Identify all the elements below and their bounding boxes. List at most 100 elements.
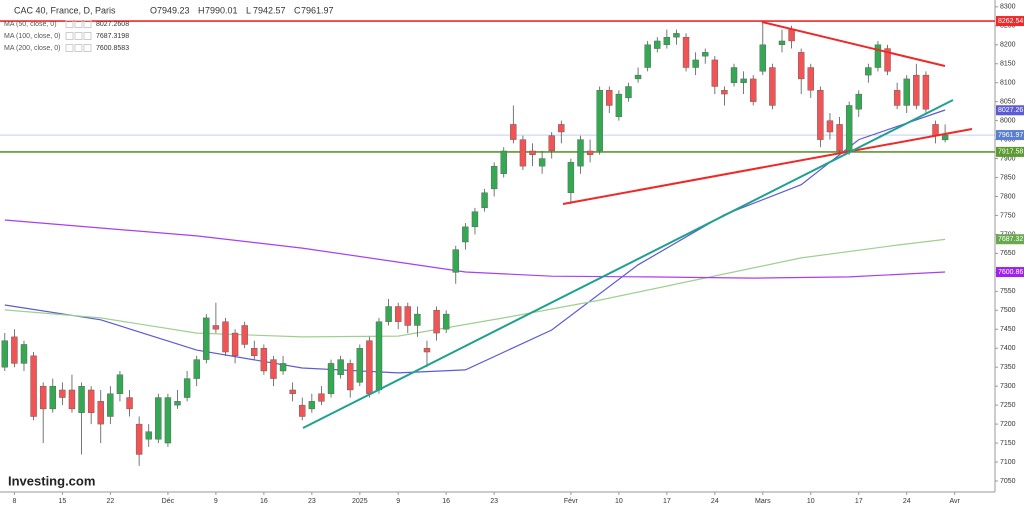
y-tick-label: 7500	[1000, 307, 1016, 314]
legend-icon	[65, 20, 74, 28]
candle-body	[260, 348, 268, 372]
x-tick-label: 10	[615, 498, 623, 505]
legend-icon	[74, 32, 83, 40]
y-tick-label: 8150	[1000, 61, 1016, 68]
candle-body	[39, 385, 47, 410]
candle-body	[375, 321, 383, 391]
candle-body	[59, 389, 66, 398]
legend-value: 8027.2608	[96, 21, 129, 28]
candle-body	[586, 150, 594, 155]
trendline	[562, 128, 973, 205]
candle-body	[347, 363, 354, 391]
candle-body	[941, 134, 949, 141]
trendlines	[302, 21, 973, 429]
y-tick-label: 7250	[1000, 402, 1016, 409]
x-tick-label: 22	[106, 498, 114, 505]
x-tick-label: 24	[903, 498, 911, 505]
candle-body	[490, 165, 498, 190]
candle-body	[884, 48, 891, 72]
candle-body	[817, 90, 824, 140]
candle-body	[529, 150, 536, 155]
y-tick-label: 7800	[1000, 193, 1016, 200]
legend-icon	[74, 20, 83, 28]
trendline	[761, 21, 946, 67]
candle-body	[519, 139, 527, 167]
x-tick-label: 15	[58, 498, 66, 505]
plot	[0, 20, 995, 466]
price-label-box	[996, 267, 1024, 278]
y-tick-label: 8300	[1000, 4, 1016, 11]
candle-body	[337, 359, 344, 375]
candle-body	[721, 90, 728, 95]
candle-body	[87, 389, 95, 413]
y-tick-label: 7050	[1000, 478, 1016, 485]
candle-body	[135, 423, 143, 455]
price-label-box	[996, 105, 1024, 116]
y-tick-label: 8250	[1000, 23, 1016, 30]
candle-body	[212, 325, 220, 330]
candle-body	[270, 359, 277, 379]
y-tick-label: 7850	[1000, 174, 1016, 181]
candle-body	[538, 158, 546, 167]
candle-body	[289, 389, 296, 394]
candle-body	[1, 340, 8, 368]
candle-body	[20, 344, 28, 364]
candle-body	[807, 67, 814, 91]
candle-body	[49, 385, 56, 410]
ohlc-key: L	[246, 5, 251, 15]
candle-body	[759, 44, 767, 72]
legend-icon	[83, 20, 92, 28]
x-tick-label: Févr	[564, 498, 579, 505]
candle-body	[874, 44, 882, 68]
candle-body	[241, 325, 248, 345]
x-tick-label: Mars	[755, 498, 771, 505]
y-tick-label: 7750	[1000, 212, 1016, 219]
candle-body	[174, 401, 181, 406]
candle-body	[702, 52, 709, 57]
y-tick-label: 8200	[1000, 42, 1016, 49]
x-tick-label: 10	[807, 498, 815, 505]
candle-body	[471, 211, 479, 228]
price-label-box	[996, 234, 1024, 245]
candle-body	[68, 389, 76, 410]
candle-body	[231, 332, 239, 357]
candle-body	[577, 139, 584, 167]
candle-body	[644, 44, 651, 68]
candle-body	[318, 393, 325, 402]
candle-body	[692, 59, 699, 68]
x-tick-label: 8	[12, 498, 16, 505]
legend-label: MA (100, close, 0)	[4, 33, 60, 40]
x-tick-label: 23	[490, 498, 498, 505]
ohlc-value: 7942.57	[253, 5, 286, 15]
candle-body	[442, 313, 450, 330]
chart-title: CAC 40, France, D, Paris	[14, 5, 116, 15]
candle-body	[107, 393, 114, 417]
candle-body	[116, 374, 124, 394]
x-tick-label: 16	[260, 498, 268, 505]
candle-body	[865, 67, 872, 76]
x-tick-label: 16	[442, 498, 450, 505]
ohlc-value: 7961.97	[301, 5, 334, 15]
ohlc-value: 7949.23	[157, 5, 190, 15]
price-label: 7917.58	[998, 149, 1023, 156]
legend-icon	[83, 32, 92, 40]
candle-body	[251, 348, 258, 357]
candle-body	[797, 52, 805, 80]
y-tick-label: 8100	[1000, 80, 1016, 87]
candle-body	[385, 306, 392, 322]
legend-value: 7687.3198	[96, 33, 129, 40]
y-tick-label: 8050	[1000, 99, 1016, 106]
watermark: Investing.com	[8, 473, 95, 488]
candle-body	[730, 67, 738, 83]
candle-body	[567, 162, 575, 193]
legend-icon	[74, 44, 83, 52]
candle-body	[423, 348, 431, 353]
x-tick-label: 2025	[352, 498, 368, 505]
candle-body	[932, 124, 939, 137]
candle-body	[97, 401, 104, 425]
candle-body	[145, 431, 152, 440]
trendline	[302, 99, 954, 429]
candle-body	[183, 378, 191, 398]
candle-body	[922, 74, 930, 110]
